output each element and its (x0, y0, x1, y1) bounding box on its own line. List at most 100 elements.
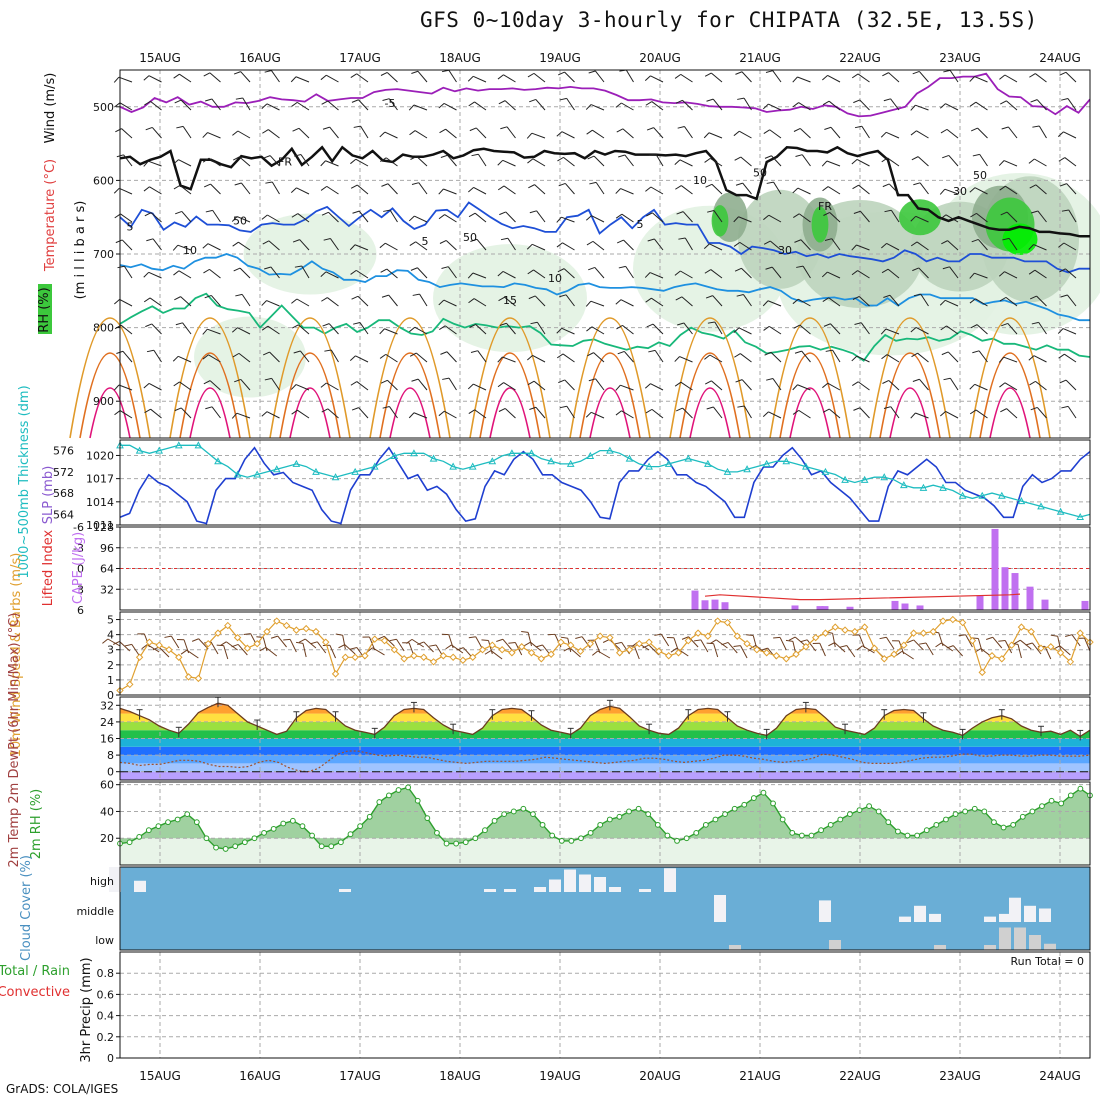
wind-barb (594, 639, 601, 654)
wind-barb-flag (1029, 380, 1036, 386)
cape-bar (1011, 573, 1019, 610)
cape-bar (916, 605, 924, 610)
wind-barb-flag (216, 644, 224, 647)
rh-marker (357, 823, 363, 830)
wind-barb-flag (1061, 405, 1069, 409)
wind-speed-marker (361, 652, 369, 660)
wind-barb-flag (438, 410, 445, 417)
wind-barb (768, 325, 782, 335)
wind-barb-flag (527, 355, 533, 361)
wind-barb-flag (259, 646, 266, 652)
wind-speed-marker (420, 653, 428, 661)
thickness-marker (312, 467, 320, 475)
wind-speed-marker (557, 638, 565, 646)
wind-barb (767, 300, 782, 307)
wind-speed-marker (723, 618, 732, 627)
wind-barb-flag (557, 268, 565, 273)
wind-barb (949, 377, 959, 391)
wind-barb (1031, 642, 1042, 655)
wind-barb-flag (912, 267, 919, 272)
wind-speed-marker (459, 656, 467, 664)
wind-speed-marker (802, 643, 810, 651)
wind-barb (738, 216, 752, 223)
wind-barb (945, 410, 959, 419)
rh-marker (750, 795, 757, 801)
wind-barb (856, 158, 870, 167)
y-tick-label: 5 (107, 614, 114, 627)
thickness-marker (566, 459, 575, 467)
rh-area (120, 787, 1090, 849)
wind-barb-flag (529, 406, 537, 410)
wind-barb-flag (969, 272, 975, 279)
wind-barb (298, 127, 310, 139)
wind-barb-flag (616, 128, 624, 133)
wind-barb (271, 378, 280, 391)
isotherm-arch (79, 352, 141, 439)
wind-barb-flag (614, 641, 622, 645)
wind-barb-flag (113, 384, 120, 391)
thickness-marker (272, 465, 281, 473)
wind-barb (443, 102, 457, 111)
wind-barb (240, 71, 251, 83)
wind-barb-flag (647, 238, 655, 242)
wind-barb (798, 298, 811, 307)
rh-marker (664, 832, 671, 839)
rh-marker (443, 840, 450, 847)
wind-speed-marker (273, 617, 281, 625)
wind-barb-flag (234, 378, 241, 383)
wind-barb-flag (999, 296, 1007, 302)
wind-barb-flag (880, 328, 887, 335)
wind-barb-flag (335, 633, 343, 636)
rh-marker (943, 816, 949, 823)
wind-barb-flag (113, 76, 120, 83)
wind-barb (941, 642, 954, 652)
wind-barb (360, 125, 369, 139)
wind-speed-marker (322, 638, 330, 646)
wind-barb-flag (998, 356, 1005, 363)
wind-barb (179, 381, 192, 391)
wind-barb (237, 130, 251, 139)
ylabel-temp: 2m Temp 2m DewPt (6hr Min/Max) (°C) (7, 613, 22, 868)
wind-barb (1065, 379, 1077, 391)
wind-barb (119, 410, 133, 419)
wind-barb-flag (469, 324, 476, 328)
wind-barb (211, 406, 221, 419)
rh-marker (155, 823, 162, 830)
wind-barb-flag (793, 324, 801, 329)
wind-barb (888, 380, 900, 391)
wind-barb (209, 268, 221, 279)
y-tick-label: 32 (100, 583, 114, 596)
rh-marker (808, 832, 815, 839)
li-tick-label: -3 (73, 542, 84, 555)
wind-barb-flag (881, 268, 889, 274)
wind-barb (418, 182, 428, 195)
wind-barb (475, 324, 487, 335)
wind-barb (147, 644, 160, 653)
wind-barb (531, 132, 546, 139)
wind-barb (443, 188, 457, 195)
rh-marker (520, 805, 527, 812)
wind-barb-flag (828, 642, 835, 647)
wind-barb (1033, 355, 1047, 363)
wind-speed-marker (263, 627, 271, 636)
thickness-marker (860, 475, 869, 483)
wind-barb (857, 73, 870, 83)
cape-lifted-panel: 32 64 96 128 -6 -3 0 3 6 Lifted Index CAPE (J/kg) (41, 521, 1091, 617)
cape-bar (1081, 600, 1089, 610)
wind-barb (239, 267, 251, 279)
wind-barb (474, 212, 487, 223)
wind-barb-flag (320, 382, 327, 388)
cloud-cell (484, 889, 496, 892)
y-tick-label: 96 (100, 542, 114, 555)
wind-barb (743, 405, 752, 419)
wind-barb (1059, 645, 1071, 656)
wind-barb (684, 237, 693, 251)
legend-convective: Convective (0, 985, 70, 1000)
wind-barb-flag (853, 210, 861, 214)
wind-barb-flag (144, 212, 152, 217)
wind-barb (688, 636, 699, 648)
wind-barb (832, 633, 836, 648)
thickness-marker (155, 446, 164, 454)
wind-barb-flag (615, 102, 622, 108)
wind-barb-flag (737, 97, 745, 100)
